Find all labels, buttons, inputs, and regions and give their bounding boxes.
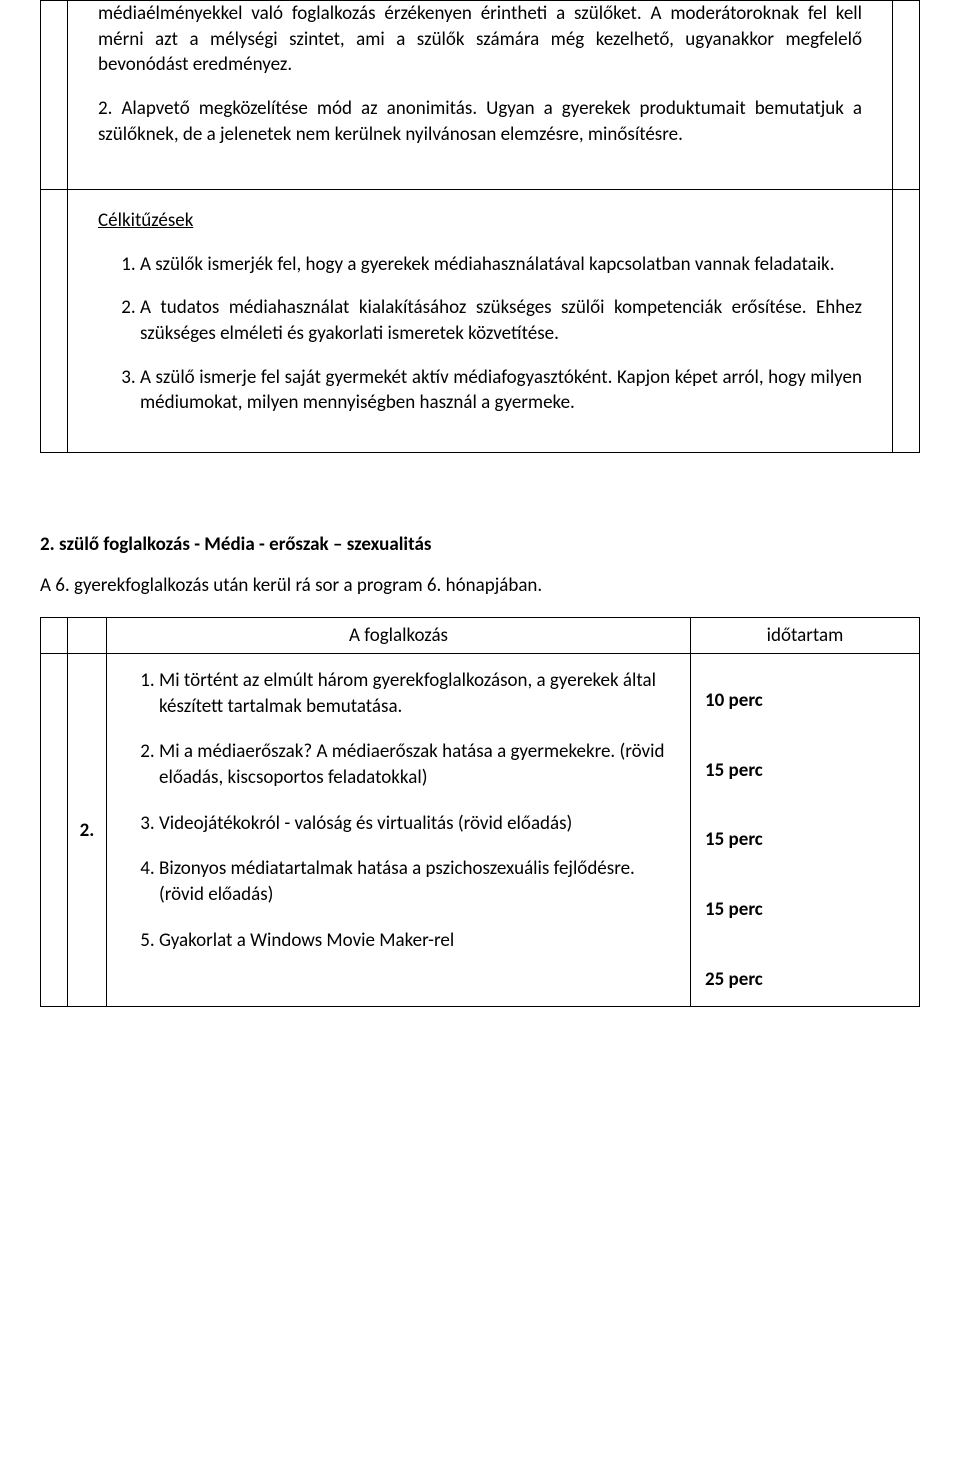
schedule-row: 2. Mi történt az elmúlt három gyerekfogl… (41, 654, 920, 1007)
activity-item-5: Gyakorlat a Windows Movie Maker-rel (159, 928, 672, 954)
schedule-header-duration: időtartam (691, 618, 920, 654)
duration-5: 25 perc (705, 967, 905, 993)
schedule-header-blank-1 (41, 618, 68, 654)
activity-item-3: Videojátékokról - valóság és virtualitás… (159, 811, 672, 837)
objective-item-3: A szülő ismerje fel saját gyermekét aktí… (140, 365, 862, 416)
schedule-activities-cell: Mi történt az elmúlt három gyerekfoglalk… (107, 654, 691, 1007)
intro-paragraph-1: médiaélményekkel való foglalkozás érzéke… (98, 1, 862, 78)
objective-item-1: A szülők ismerjék fel, hogy a gyerekek m… (140, 252, 862, 278)
duration-4: 15 perc (705, 897, 905, 923)
schedule-header-activity: A foglalkozás (107, 618, 691, 654)
duration-2: 15 perc (705, 758, 905, 784)
objectives-list: A szülők ismerjék fel, hogy a gyerekek m… (98, 252, 862, 416)
objectives-gutter-left (41, 190, 68, 453)
activity-item-4: Bizonyos médiatartalmak hatása a pszicho… (159, 856, 672, 907)
section-2-heading: 2. szülő foglalkozás - Média - erőszak –… (40, 533, 920, 556)
schedule-row-gutter (41, 654, 68, 1007)
intro-table: médiaélményekkel való foglalkozás érzéke… (40, 0, 920, 453)
schedule-header-row: A foglalkozás időtartam (41, 618, 920, 654)
section-2-subline: A 6. gyerekfoglalkozás után kerül rá sor… (40, 574, 920, 597)
intro-paragraph-2: 2. Alapvető megközelítése mód az anonimi… (98, 96, 862, 147)
schedule-durations-cell: 10 perc 15 perc 15 perc 15 perc 25 perc (691, 654, 920, 1007)
objectives-gutter-right (893, 190, 920, 453)
duration-3: 15 perc (705, 827, 905, 853)
schedule-table: A foglalkozás időtartam 2. Mi történt az… (40, 617, 920, 1007)
schedule-activities-list: Mi történt az elmúlt három gyerekfoglalk… (125, 668, 672, 953)
schedule-header-blank-2 (68, 618, 107, 654)
intro-content-cell: médiaélményekkel való foglalkozás érzéke… (68, 1, 893, 190)
intro-para2-prefix: 2. Alapvető megközelítése mód az anonimi… (98, 97, 486, 120)
intro-gutter-left (41, 1, 68, 190)
objective-item-2: A tudatos médiahasználat kialakításához … (140, 295, 862, 346)
objectives-heading: Célkitűzések (98, 208, 862, 234)
schedule-row-number: 2. (68, 654, 107, 1007)
duration-1: 10 perc (705, 688, 905, 714)
objectives-cell: Célkitűzések A szülők ismerjék fel, hogy… (68, 190, 893, 453)
activity-item-1: Mi történt az elmúlt három gyerekfoglalk… (159, 668, 672, 719)
document-page: médiaélményekkel való foglalkozás érzéke… (0, 0, 960, 1047)
activity-item-2: Mi a médiaerőszak? A médiaerőszak hatása… (159, 739, 672, 790)
intro-gutter-right (893, 1, 920, 190)
